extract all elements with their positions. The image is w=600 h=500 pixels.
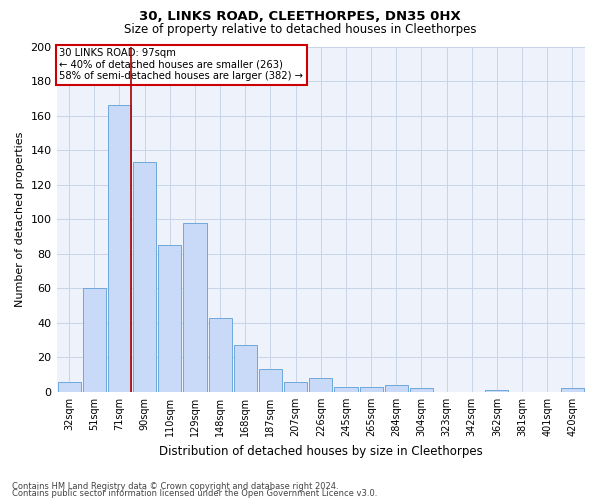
Bar [334, 386, 358, 392]
X-axis label: Distribution of detached houses by size in Cleethorpes: Distribution of detached houses by size … [159, 444, 482, 458]
Bar [58, 382, 80, 392]
Text: Size of property relative to detached houses in Cleethorpes: Size of property relative to detached ho… [124, 22, 476, 36]
Bar [234, 346, 257, 392]
Bar [309, 378, 332, 392]
Bar [133, 162, 156, 392]
Bar [209, 318, 232, 392]
Bar [184, 222, 206, 392]
Bar [410, 388, 433, 392]
Bar [158, 245, 181, 392]
Y-axis label: Number of detached properties: Number of detached properties [15, 132, 25, 307]
Bar [83, 288, 106, 392]
Text: 30, LINKS ROAD, CLEETHORPES, DN35 0HX: 30, LINKS ROAD, CLEETHORPES, DN35 0HX [139, 10, 461, 23]
Text: Contains public sector information licensed under the Open Government Licence v3: Contains public sector information licen… [12, 490, 377, 498]
Bar [385, 385, 408, 392]
Bar [108, 105, 131, 392]
Text: Contains HM Land Registry data © Crown copyright and database right 2024.: Contains HM Land Registry data © Crown c… [12, 482, 338, 491]
Bar [259, 370, 282, 392]
Bar [485, 390, 508, 392]
Bar [561, 388, 584, 392]
Bar [359, 386, 383, 392]
Text: 30 LINKS ROAD: 97sqm
← 40% of detached houses are smaller (263)
58% of semi-deta: 30 LINKS ROAD: 97sqm ← 40% of detached h… [59, 48, 303, 82]
Bar [284, 382, 307, 392]
